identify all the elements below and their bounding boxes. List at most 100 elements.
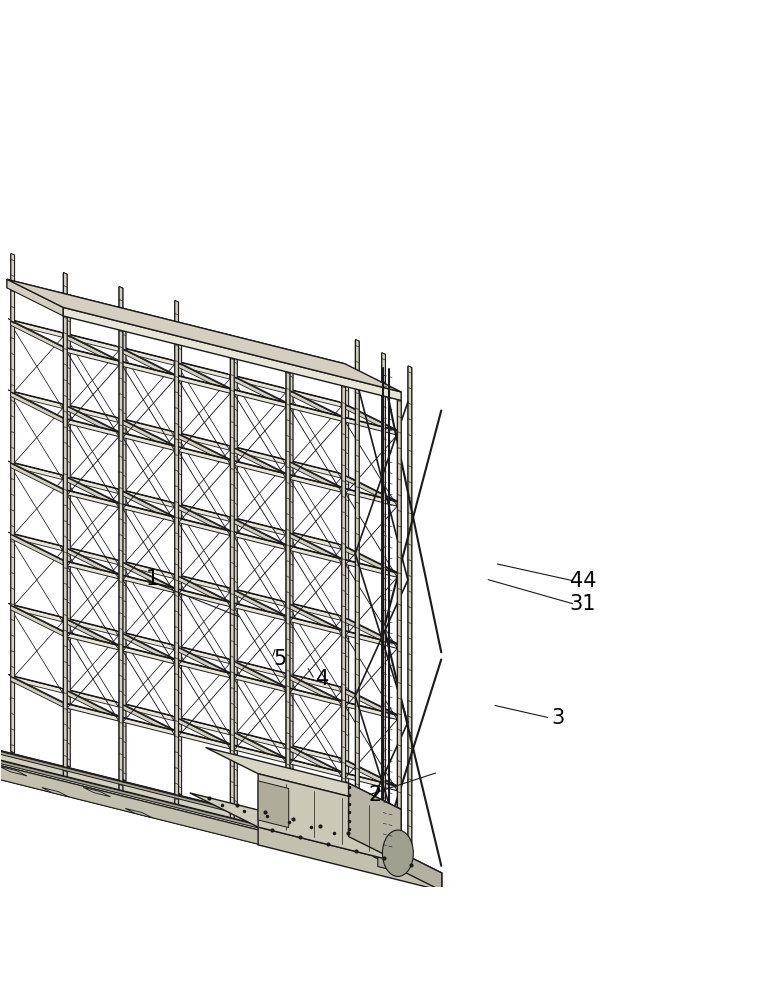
Polygon shape <box>287 474 341 488</box>
Polygon shape <box>345 774 397 791</box>
Polygon shape <box>289 603 341 620</box>
Polygon shape <box>178 376 230 393</box>
Polygon shape <box>345 373 348 837</box>
Polygon shape <box>0 679 394 853</box>
Polygon shape <box>289 462 341 492</box>
Polygon shape <box>120 645 175 660</box>
Polygon shape <box>64 347 119 361</box>
Polygon shape <box>66 691 123 718</box>
Polygon shape <box>68 348 119 365</box>
Polygon shape <box>234 746 286 763</box>
Polygon shape <box>0 703 437 888</box>
Polygon shape <box>348 783 401 863</box>
Polygon shape <box>123 362 175 379</box>
Polygon shape <box>289 390 341 407</box>
Polygon shape <box>287 687 341 701</box>
Polygon shape <box>178 505 230 536</box>
Polygon shape <box>341 386 345 849</box>
Polygon shape <box>11 462 63 480</box>
Polygon shape <box>231 374 286 389</box>
Polygon shape <box>175 645 230 659</box>
Polygon shape <box>286 531 341 545</box>
Polygon shape <box>343 701 397 715</box>
Polygon shape <box>64 404 118 418</box>
Polygon shape <box>175 300 178 807</box>
Polygon shape <box>289 675 345 702</box>
Polygon shape <box>0 694 421 866</box>
Polygon shape <box>345 689 397 720</box>
Polygon shape <box>64 688 118 703</box>
Polygon shape <box>67 303 71 767</box>
Polygon shape <box>0 675 384 848</box>
Polygon shape <box>176 446 230 460</box>
Polygon shape <box>287 403 341 417</box>
Polygon shape <box>231 730 286 744</box>
Polygon shape <box>120 361 175 375</box>
Polygon shape <box>7 279 345 372</box>
Polygon shape <box>287 758 341 773</box>
Polygon shape <box>11 254 15 753</box>
Polygon shape <box>11 463 68 491</box>
Polygon shape <box>289 475 341 492</box>
Polygon shape <box>382 353 386 852</box>
Polygon shape <box>231 531 286 545</box>
Polygon shape <box>122 420 178 447</box>
Polygon shape <box>68 562 119 579</box>
Polygon shape <box>258 774 401 863</box>
Polygon shape <box>234 532 286 549</box>
Polygon shape <box>123 704 174 721</box>
Polygon shape <box>11 321 68 348</box>
Polygon shape <box>289 745 341 763</box>
Polygon shape <box>234 660 286 678</box>
Polygon shape <box>289 746 341 777</box>
Polygon shape <box>66 548 119 579</box>
Polygon shape <box>122 705 175 735</box>
Polygon shape <box>289 391 341 421</box>
Polygon shape <box>234 376 286 393</box>
Polygon shape <box>11 320 63 337</box>
Polygon shape <box>11 676 63 693</box>
Polygon shape <box>120 631 174 645</box>
Polygon shape <box>234 461 286 478</box>
Polygon shape <box>11 606 68 633</box>
Polygon shape <box>234 732 286 763</box>
Polygon shape <box>234 590 286 621</box>
Polygon shape <box>66 691 119 721</box>
Polygon shape <box>122 420 175 451</box>
Polygon shape <box>234 589 286 606</box>
Polygon shape <box>178 576 230 607</box>
Polygon shape <box>125 808 152 818</box>
Polygon shape <box>175 432 230 446</box>
Polygon shape <box>231 588 286 602</box>
Polygon shape <box>286 460 341 474</box>
Polygon shape <box>68 633 119 650</box>
Polygon shape <box>123 419 174 436</box>
Polygon shape <box>123 561 174 579</box>
Polygon shape <box>11 677 64 707</box>
Polygon shape <box>64 560 119 575</box>
Polygon shape <box>289 688 341 706</box>
Polygon shape <box>345 404 397 435</box>
Polygon shape <box>289 604 345 631</box>
Polygon shape <box>234 448 286 478</box>
Polygon shape <box>178 647 230 678</box>
Polygon shape <box>289 461 341 478</box>
Text: 3: 3 <box>552 708 565 728</box>
Polygon shape <box>234 519 286 549</box>
Polygon shape <box>67 476 118 494</box>
Polygon shape <box>122 318 126 781</box>
Polygon shape <box>178 434 230 464</box>
Polygon shape <box>343 772 397 786</box>
Polygon shape <box>355 340 359 839</box>
Polygon shape <box>119 287 123 793</box>
Polygon shape <box>286 602 341 616</box>
Polygon shape <box>231 460 286 474</box>
Polygon shape <box>397 399 401 863</box>
Polygon shape <box>9 674 63 689</box>
Polygon shape <box>345 618 397 648</box>
Polygon shape <box>289 391 345 418</box>
Polygon shape <box>0 683 400 856</box>
Polygon shape <box>231 602 286 616</box>
Polygon shape <box>11 392 64 423</box>
Polygon shape <box>234 519 289 546</box>
